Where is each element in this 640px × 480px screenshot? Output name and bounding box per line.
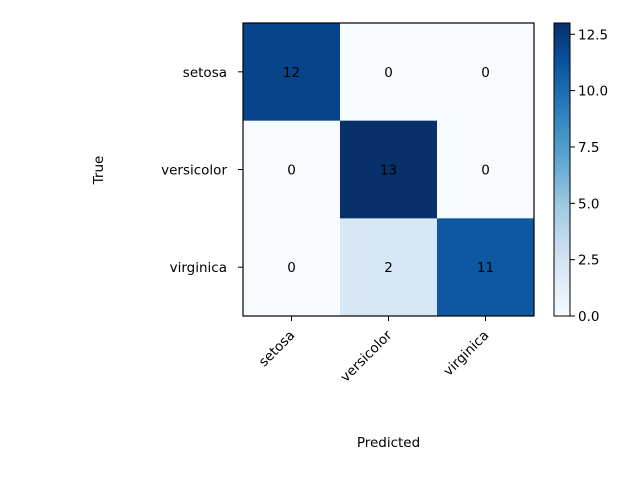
colorbar-tick-label-0: 0.0 [578, 309, 599, 325]
heatmap-cells [243, 23, 535, 317]
cell-label-1-0: 0 [287, 163, 296, 179]
colorbar-tick-label-4: 10.0 [578, 84, 608, 100]
cell-1-2 [437, 120, 535, 219]
y-axis-label: True [91, 156, 107, 186]
cell-label-2-0: 0 [287, 260, 296, 276]
x-tick-label-2: virginica [440, 328, 492, 380]
colorbar-tick-label-3: 7.5 [578, 140, 599, 156]
cell-2-2 [437, 218, 535, 317]
colorbar-ticks: 0.0 2.5 5.0 7.5 10.0 12.5 [570, 27, 608, 325]
cell-label-2-2: 11 [477, 260, 494, 276]
x-tick-label-0: setosa [256, 328, 299, 371]
cell-2-1 [340, 218, 438, 317]
heatmap-cell-labels: 12 0 0 0 13 0 0 2 11 [283, 65, 494, 276]
colorbar-tick-label-2: 5.0 [578, 196, 599, 212]
cell-0-0 [243, 23, 341, 122]
colorbar [553, 22, 571, 317]
x-axis-ticks: setosa versicolor virginica [256, 316, 492, 385]
cell-label-0-1: 0 [384, 65, 393, 81]
cell-1-0 [243, 120, 341, 219]
colorbar-tick-label-5: 12.5 [578, 27, 608, 43]
cell-label-2-1: 2 [384, 260, 393, 276]
cell-label-1-2: 0 [481, 163, 490, 179]
cell-label-0-0: 12 [283, 65, 300, 81]
cell-label-0-2: 0 [481, 65, 490, 81]
cell-1-1 [340, 120, 438, 219]
y-axis-ticks: setosa versicolor virginica [161, 65, 243, 276]
x-tick-label-1: versicolor [337, 327, 395, 385]
cell-0-1 [340, 23, 438, 122]
cell-label-1-1: 13 [380, 163, 397, 179]
y-tick-label-2: virginica [170, 260, 227, 276]
y-tick-label-0: setosa [183, 65, 227, 81]
cell-2-0 [243, 218, 341, 317]
y-tick-label-1: versicolor [161, 163, 227, 179]
cell-0-2 [437, 23, 535, 122]
colorbar-tick-label-1: 2.5 [578, 253, 599, 269]
x-axis-label: Predicted [357, 435, 420, 451]
